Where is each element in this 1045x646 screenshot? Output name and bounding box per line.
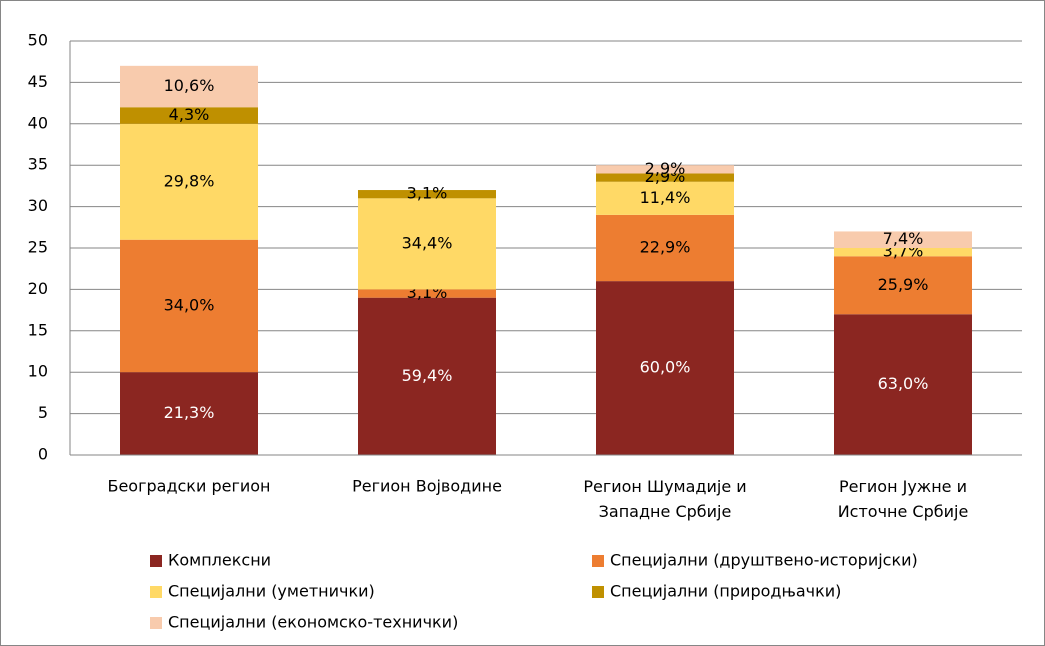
x-tick-label: Регион Јужне и Источне Србије [838,477,969,521]
data-label: 34,4% [402,233,453,252]
y-tick-label: 30 [28,196,48,215]
data-label: 59,4% [402,366,453,385]
data-label: 60,0% [640,358,691,377]
y-tick-label: 25 [28,238,48,257]
bar-segment [358,289,496,298]
x-tick-label: Регион Шумадије и Западне Србије [583,477,746,521]
bar-segment [596,281,734,455]
y-tick-label: 0 [38,445,48,464]
bar-segment [834,248,972,257]
data-label: 63,0% [878,374,929,393]
data-label: 7,4% [883,229,924,248]
data-label: 11,4% [640,188,691,207]
y-tick-label: 40 [28,113,48,132]
legend-swatch [592,586,604,598]
data-label: 29,8% [164,171,215,190]
y-tick-label: 20 [28,279,48,298]
legend-label: Специјални (економско-технички) [168,613,458,632]
legend-label: Специјални (уметнички) [168,582,375,601]
legend-swatch [150,586,162,598]
data-label: 22,9% [640,238,691,257]
data-label: 21,3% [164,403,215,422]
data-label: 4,3% [169,105,210,124]
bar-segment [120,123,258,240]
data-label: 25,9% [878,275,929,294]
y-tick-label: 45 [28,72,48,91]
bar-segment [834,314,972,455]
bar-segment [596,214,734,282]
legend-swatch [150,555,162,567]
legend-swatch [592,555,604,567]
y-tick-label: 15 [28,320,48,339]
x-tick-label: Београдски регион [107,477,270,496]
bar-segment [834,231,972,248]
bar-segment [834,256,972,315]
bar-segment [358,198,496,290]
x-tick-label: Регион Војводине [352,477,502,496]
legend-label: Специјални (природњачки) [610,582,841,601]
bar-segment [358,190,496,199]
y-tick-label: 35 [28,155,48,174]
bar-segment [596,181,734,215]
bar-segment [358,297,496,455]
y-tick-label: 5 [38,403,48,422]
bar-segment [596,173,734,182]
data-label: 3,1% [407,184,448,203]
bar-segment [120,65,258,108]
legend-label: Специјални (друштвено-историјски) [610,551,918,570]
data-label: 10,6% [164,76,215,95]
data-label: 34,0% [164,295,215,314]
bar-segment [120,239,258,373]
data-label: 2,9% [645,159,686,178]
legend-label: Комплексни [168,551,271,570]
bar-segment [120,107,258,124]
y-tick-label: 10 [28,362,48,381]
bar-segment [596,165,734,174]
legend-swatch [150,617,162,629]
bar-segment [120,372,258,455]
y-tick-label: 50 [28,31,48,50]
